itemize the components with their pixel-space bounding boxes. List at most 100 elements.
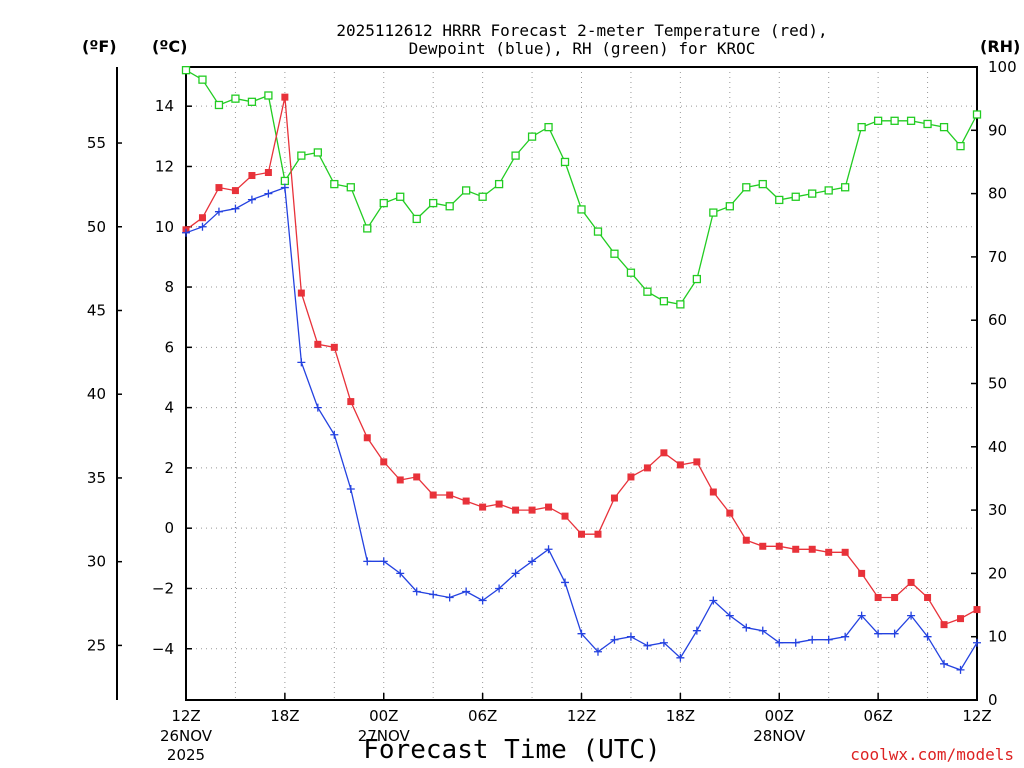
dewpoint-point — [857, 611, 866, 620]
rh-point — [939, 122, 949, 132]
rh-tick-label: 50 — [988, 375, 1007, 393]
rh-point — [297, 151, 306, 160]
rh-point — [544, 122, 553, 132]
x-tick-label: 18Z — [666, 707, 695, 725]
rh-tick-label: 0 — [988, 691, 998, 709]
temperature-point — [561, 512, 569, 520]
series-dewpoint — [182, 183, 981, 674]
rh-point — [577, 205, 586, 214]
dewpoint-point — [429, 590, 438, 599]
rh-point — [313, 148, 322, 157]
grid-lines — [186, 67, 977, 700]
temperature-point — [858, 569, 866, 577]
rh-point — [956, 141, 965, 151]
rh-point — [214, 100, 224, 110]
temperature-point — [462, 497, 470, 505]
temperature-point — [281, 93, 289, 101]
temperature-point — [396, 476, 404, 484]
fahrenheit-tick-label: 30 — [87, 553, 106, 571]
dewpoint-point — [264, 189, 273, 198]
x-tick-label: 00Z — [369, 707, 398, 725]
rh-point — [247, 97, 257, 106]
rh-point — [429, 198, 438, 208]
celsius-tick-label: −4 — [152, 640, 174, 658]
rh-point — [527, 132, 537, 141]
fahrenheit-tick-label: 40 — [87, 385, 106, 403]
x-tick-label: 12Z — [567, 707, 596, 725]
temperature-line — [185, 96, 978, 626]
temperature-point — [413, 473, 421, 481]
fahrenheit-unit-label: (ºF) — [82, 37, 117, 56]
dewpoint-point — [313, 403, 322, 412]
rh-point — [923, 119, 932, 129]
dewpoint-point — [956, 665, 965, 674]
temperature-point — [380, 458, 388, 466]
rh-point — [775, 195, 784, 205]
celsius-tick-label: −2 — [152, 579, 174, 597]
rh-tick-label: 90 — [988, 121, 1007, 139]
temperature-point — [726, 509, 734, 517]
rh-point — [659, 297, 669, 306]
rh-tick-label: 30 — [988, 501, 1007, 519]
temperature-point — [841, 548, 849, 556]
axes — [116, 66, 978, 701]
temperature-point — [643, 464, 651, 472]
dewpoint-point — [791, 638, 800, 647]
rh-point — [742, 183, 751, 192]
temperature-point — [660, 449, 668, 457]
chart-title-line2: Dewpoint (blue), RH (green) for KROC — [409, 39, 756, 58]
rh-point — [560, 157, 570, 167]
dewpoint-point — [412, 587, 421, 596]
x-tick-date-label: 27NOV — [358, 727, 411, 745]
celsius-tick-label: 0 — [164, 519, 174, 537]
temperature-point — [924, 594, 932, 602]
temperature-point — [479, 503, 487, 511]
celsius-tick-label: 10 — [155, 218, 174, 236]
x-tick-date-label: 28NOV — [753, 727, 806, 745]
fahrenheit-tick-label: 25 — [87, 636, 106, 654]
rh-tick-label: 80 — [988, 185, 1007, 203]
rh-point — [593, 227, 603, 236]
rh-tick-label: 40 — [988, 438, 1007, 456]
temperature-point — [528, 506, 536, 514]
celsius-tick-label: 12 — [155, 157, 174, 175]
temperature-point — [297, 289, 305, 297]
rh-tick-label: 70 — [988, 248, 1007, 266]
rh-point — [709, 208, 718, 217]
rh-point — [873, 116, 883, 125]
fahrenheit-tick-label: 55 — [87, 134, 106, 152]
temperature-point — [709, 488, 717, 496]
dewpoint-point — [643, 641, 652, 650]
temperature-point — [314, 340, 322, 348]
rh-point — [906, 116, 916, 125]
rh-point — [379, 198, 388, 208]
dewpoint-point — [890, 629, 899, 638]
dewpoint-point — [907, 611, 916, 620]
dewpoint-point — [379, 557, 388, 566]
temperature-point — [742, 536, 750, 544]
fahrenheit-tick-label: 50 — [87, 218, 106, 236]
dewpoint-point — [824, 635, 833, 644]
temperature-point — [825, 548, 833, 556]
x-tick-label: 06Z — [468, 707, 497, 725]
temperature-point — [957, 615, 965, 623]
rh-point — [280, 176, 290, 186]
tick-labels: −4 −2 0 2 4 6 8 10 12 14 25 30 35 40 45 50 55 0 10 20 30 40 50… — [87, 58, 1017, 764]
dewpoint-point — [231, 204, 240, 213]
rh-point — [626, 268, 636, 277]
rh-point — [758, 179, 767, 189]
rh-point — [692, 274, 702, 284]
dewpoint-point — [775, 638, 784, 647]
rh-point — [494, 179, 504, 189]
rh-unit-label: (RH) — [980, 37, 1020, 56]
dewpoint-point — [561, 578, 570, 587]
rh-point — [363, 224, 372, 233]
dewpoint-point — [346, 485, 355, 493]
temperature-point — [231, 187, 239, 195]
celsius-tick-label: 4 — [164, 399, 174, 417]
temperature-point — [792, 545, 800, 553]
temperature-point — [775, 542, 783, 550]
temperature-point — [808, 545, 816, 553]
dewpoint-point — [297, 358, 306, 367]
